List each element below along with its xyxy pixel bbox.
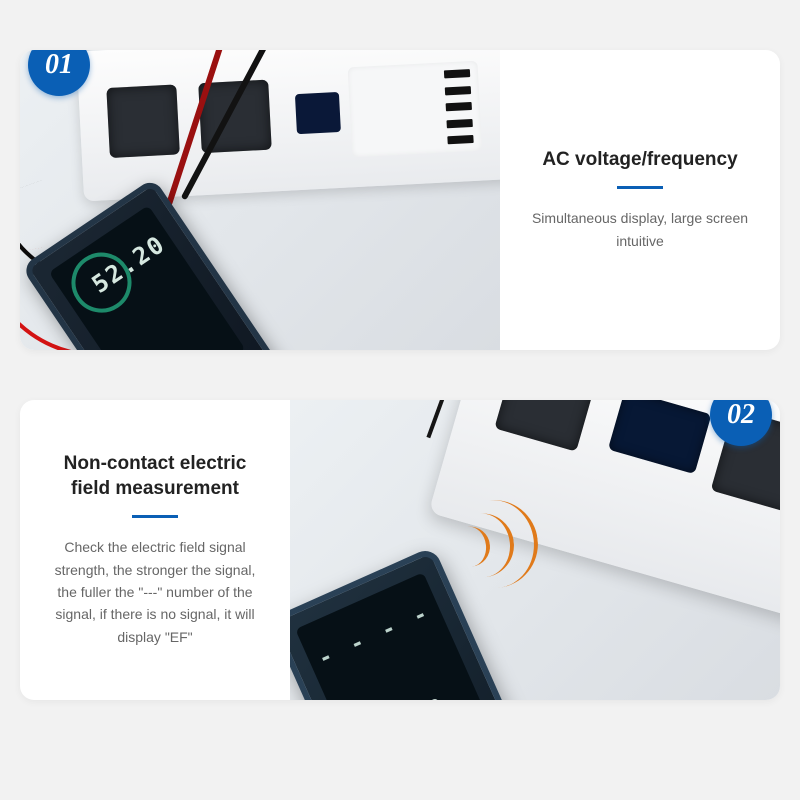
multimeter-screen: 52.20: [49, 205, 246, 350]
usb-ports: [444, 69, 476, 144]
usb-port-icon: [447, 135, 473, 144]
card2-title: Non-contact electric field measurement: [44, 452, 266, 501]
usb-charger-block: [348, 61, 483, 158]
signal-waves-icon: [446, 496, 545, 595]
card1-image: 52.20: [20, 50, 500, 350]
strip-lcd: [295, 92, 341, 134]
meter-dashes: - - - -: [306, 596, 444, 676]
feature-card-01: 01 52.20: [20, 50, 780, 350]
badge-number: 02: [727, 400, 755, 431]
card2-image: 0. - - - - .0078: [290, 400, 780, 700]
wave-arc-icon: [446, 496, 543, 593]
usb-port-icon: [446, 102, 472, 111]
card1-text: AC voltage/frequency Simultaneous displa…: [500, 50, 780, 350]
meter-reading: .0078: [342, 678, 480, 700]
badge-number: 01: [45, 50, 73, 81]
card1-title: AC voltage/frequency: [542, 148, 737, 173]
title-underline: [617, 186, 663, 189]
power-strip: [76, 50, 500, 201]
card1-description: Simultaneous display, large screen intui…: [524, 207, 756, 252]
socket-icon: [494, 400, 599, 452]
card2-text: Non-contact electric field measurement C…: [20, 400, 290, 700]
feature-card-02: 02 Non-contact electric field measuremen…: [20, 400, 780, 700]
usb-port-icon: [445, 86, 471, 95]
strip-lcd: [608, 400, 712, 474]
socket-icon: [106, 84, 180, 158]
title-underline: [132, 515, 178, 518]
usb-port-icon: [446, 118, 472, 127]
usb-port-icon: [444, 69, 470, 78]
card2-description: Check the electric field signal strength…: [44, 536, 266, 648]
